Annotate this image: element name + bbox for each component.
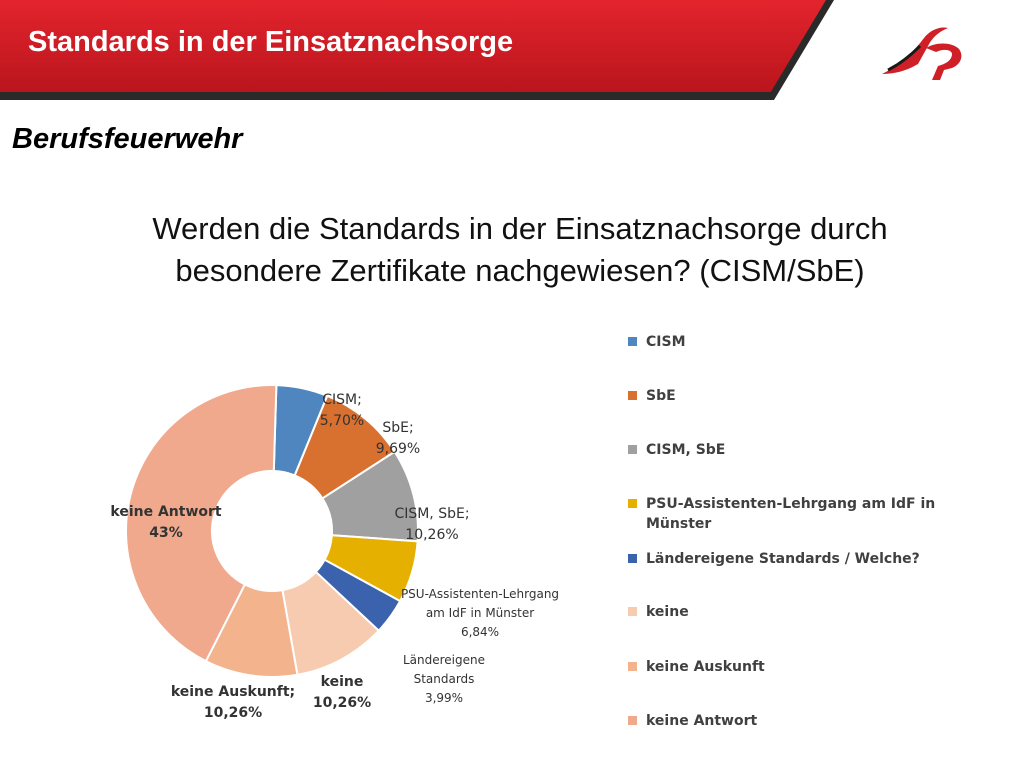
legend-item-cism-sbe: CISM, SbE bbox=[628, 440, 976, 460]
legend-swatch bbox=[628, 499, 637, 508]
legend-item-l-ndereigene-standards-welche: Ländereigene Standards / Welche? bbox=[628, 549, 976, 569]
legend-swatch bbox=[628, 445, 637, 454]
slice-label-l-ndereigene-standards-welche: Ländereigene Standards 3,99% bbox=[403, 653, 485, 705]
legend-swatch bbox=[628, 391, 637, 400]
legend-item-cism: CISM bbox=[628, 332, 976, 352]
legend-swatch bbox=[628, 716, 637, 725]
legend-swatch bbox=[628, 607, 637, 616]
slice-label-keine-auskunft: keine Auskunft; 10,26% bbox=[171, 684, 295, 721]
slice-label-psu-assistenten-lehrgang-am-idf-in-m-nster: PSU-Assistenten-Lehrgang am IdF in Münste… bbox=[401, 587, 559, 639]
survey-question: Werden die Standards in der Einsatznachs… bbox=[100, 208, 940, 292]
legend-label: Ländereigene Standards / Welche? bbox=[646, 551, 920, 567]
fire-brigade-logo-icon bbox=[882, 27, 962, 80]
legend-label: keine Antwort bbox=[646, 713, 758, 729]
legend-label: SbE bbox=[646, 388, 676, 404]
legend-swatch bbox=[628, 337, 637, 346]
slice-label-keine-antwort: keine Antwort 43% bbox=[110, 504, 222, 541]
header-banner bbox=[0, 0, 834, 100]
legend-item-keine-antwort: keine Antwort bbox=[628, 711, 976, 731]
legend-label: keine Auskunft bbox=[646, 659, 765, 675]
legend-label: keine bbox=[646, 604, 689, 620]
legend-item-psu-assistenten-lehrgang-am-idf-in-m-nster: PSU-Assistenten-Lehrgang am IdF in Münst… bbox=[628, 494, 936, 534]
legend-label: PSU-Assistenten-Lehrgang am IdF in Münst… bbox=[646, 496, 936, 532]
slide-subtitle: Berufsfeuerwehr bbox=[12, 123, 243, 155]
question-line-1: Werden die Standards in der Einsatznachs… bbox=[152, 211, 888, 246]
slice-keine-antwort bbox=[125, 384, 278, 663]
slide-title: Standards in der Einsatznachsorge bbox=[28, 26, 514, 58]
slice-labels: CISM; 5,70% SbE; 9,69% CISM, SbE; 10,26% PSU-A… bbox=[110, 392, 559, 721]
chart-legend: CISM SbE CISM, SbE PSU-Assistenten-Lehrgang… bbox=[628, 0, 1018, 768]
question-line-2: besondere Zertifikate nachgewiesen? (CIS… bbox=[175, 253, 865, 288]
legend-item-keine: keine bbox=[628, 602, 976, 622]
slice-label-keine: keine 10,26% bbox=[313, 674, 371, 711]
slice-label-cism-sbe: CISM, SbE; 10,26% bbox=[394, 506, 469, 543]
legend-item-sbe: SbE bbox=[628, 386, 976, 406]
legend-swatch bbox=[628, 662, 637, 671]
donut-slices bbox=[125, 384, 419, 678]
slice-label-cism: CISM; 5,70% bbox=[320, 392, 364, 429]
legend-item-keine-auskunft: keine Auskunft bbox=[628, 657, 976, 677]
slice-label-sbe: SbE; 9,69% bbox=[376, 420, 420, 457]
legend-label: CISM, SbE bbox=[646, 442, 726, 458]
legend-label: CISM bbox=[646, 334, 686, 350]
legend-swatch bbox=[628, 554, 637, 563]
